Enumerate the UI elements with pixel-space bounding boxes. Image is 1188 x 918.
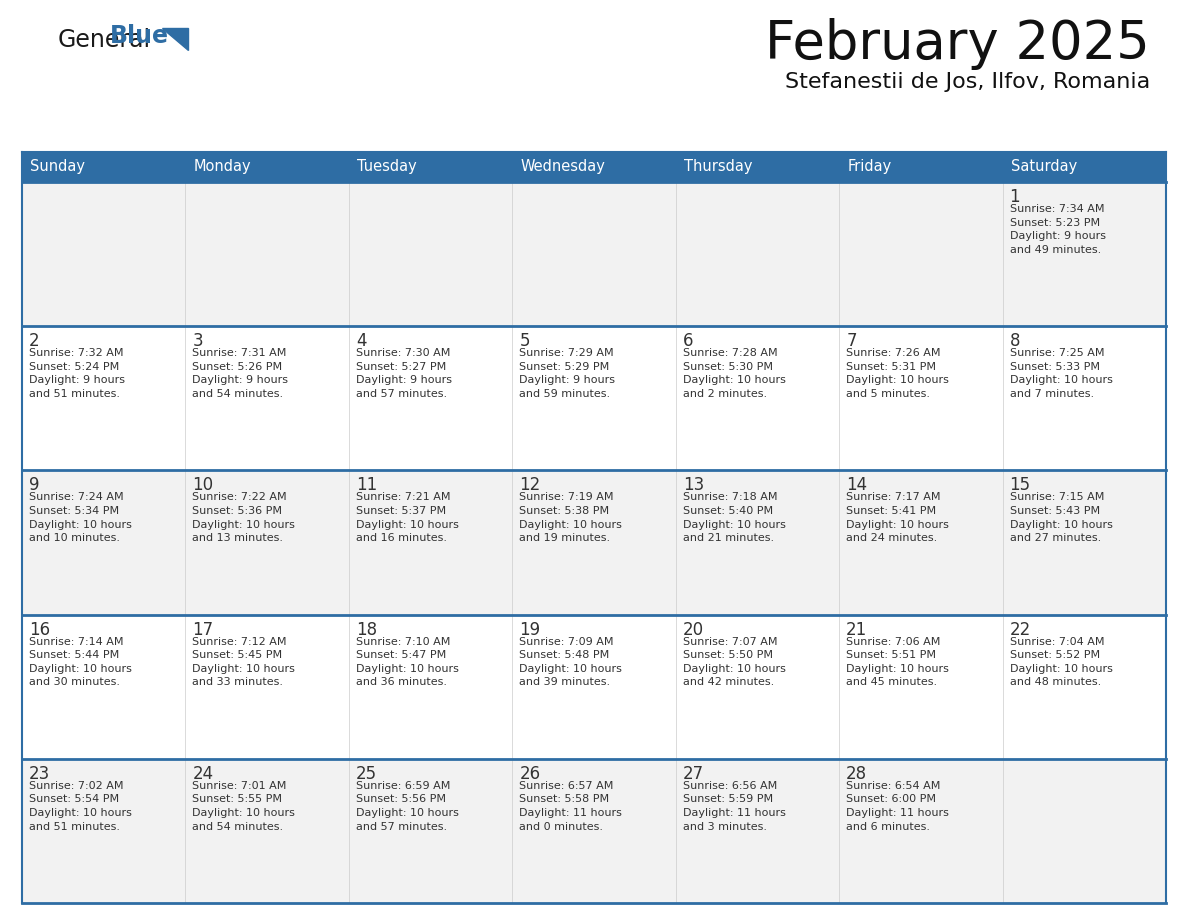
Text: 24: 24 (192, 765, 214, 783)
Text: Friday: Friday (847, 160, 891, 174)
Text: 22: 22 (1010, 621, 1031, 639)
Bar (23, 152, 185, 182)
Text: Sunrise: 7:06 AM
Sunset: 5:51 PM
Daylight: 10 hours
and 45 minutes.: Sunrise: 7:06 AM Sunset: 5:51 PM Dayligh… (846, 636, 949, 688)
Text: Thursday: Thursday (684, 160, 752, 174)
Text: Sunrise: 6:54 AM
Sunset: 6:00 PM
Daylight: 11 hours
and 6 minutes.: Sunrise: 6:54 AM Sunset: 6:00 PM Dayligh… (846, 781, 949, 832)
Text: Blue: Blue (110, 24, 169, 48)
Bar (185, 152, 349, 182)
Text: 1: 1 (1010, 188, 1020, 206)
Text: Wednesday: Wednesday (520, 160, 605, 174)
Text: 17: 17 (192, 621, 214, 639)
Bar (839, 152, 1003, 182)
Text: Sunday: Sunday (30, 160, 86, 174)
Text: Sunrise: 7:21 AM
Sunset: 5:37 PM
Daylight: 10 hours
and 16 minutes.: Sunrise: 7:21 AM Sunset: 5:37 PM Dayligh… (356, 492, 459, 543)
Text: Sunrise: 7:32 AM
Sunset: 5:24 PM
Daylight: 9 hours
and 51 minutes.: Sunrise: 7:32 AM Sunset: 5:24 PM Dayligh… (29, 348, 125, 399)
Bar (676, 152, 839, 182)
Text: Sunrise: 6:59 AM
Sunset: 5:56 PM
Daylight: 10 hours
and 57 minutes.: Sunrise: 6:59 AM Sunset: 5:56 PM Dayligh… (356, 781, 459, 832)
Text: Sunrise: 7:30 AM
Sunset: 5:27 PM
Daylight: 9 hours
and 57 minutes.: Sunrise: 7:30 AM Sunset: 5:27 PM Dayligh… (356, 348, 451, 399)
Text: Sunrise: 7:25 AM
Sunset: 5:33 PM
Daylight: 10 hours
and 7 minutes.: Sunrise: 7:25 AM Sunset: 5:33 PM Dayligh… (1010, 348, 1112, 399)
Text: Sunrise: 7:04 AM
Sunset: 5:52 PM
Daylight: 10 hours
and 48 minutes.: Sunrise: 7:04 AM Sunset: 5:52 PM Dayligh… (1010, 636, 1112, 688)
Text: 10: 10 (192, 476, 214, 495)
Text: Sunrise: 7:17 AM
Sunset: 5:41 PM
Daylight: 10 hours
and 24 minutes.: Sunrise: 7:17 AM Sunset: 5:41 PM Dayligh… (846, 492, 949, 543)
Text: Sunrise: 7:19 AM
Sunset: 5:38 PM
Daylight: 10 hours
and 19 minutes.: Sunrise: 7:19 AM Sunset: 5:38 PM Dayligh… (519, 492, 623, 543)
Text: Sunrise: 7:12 AM
Sunset: 5:45 PM
Daylight: 10 hours
and 33 minutes.: Sunrise: 7:12 AM Sunset: 5:45 PM Dayligh… (192, 636, 296, 688)
Text: 20: 20 (683, 621, 703, 639)
Text: Sunrise: 7:14 AM
Sunset: 5:44 PM
Daylight: 10 hours
and 30 minutes.: Sunrise: 7:14 AM Sunset: 5:44 PM Dayligh… (29, 636, 132, 688)
Text: Tuesday: Tuesday (356, 160, 417, 174)
Text: 3: 3 (192, 332, 203, 350)
Text: Sunrise: 7:15 AM
Sunset: 5:43 PM
Daylight: 10 hours
and 27 minutes.: Sunrise: 7:15 AM Sunset: 5:43 PM Dayligh… (1010, 492, 1112, 543)
Text: Monday: Monday (194, 160, 251, 174)
Text: 7: 7 (846, 332, 857, 350)
Bar (23, 182, 1165, 326)
Text: Sunrise: 7:09 AM
Sunset: 5:48 PM
Daylight: 10 hours
and 39 minutes.: Sunrise: 7:09 AM Sunset: 5:48 PM Dayligh… (519, 636, 623, 688)
Text: 19: 19 (519, 621, 541, 639)
Text: Sunrise: 7:07 AM
Sunset: 5:50 PM
Daylight: 10 hours
and 42 minutes.: Sunrise: 7:07 AM Sunset: 5:50 PM Dayligh… (683, 636, 785, 688)
Text: General: General (58, 28, 151, 52)
Text: Sunrise: 7:26 AM
Sunset: 5:31 PM
Daylight: 10 hours
and 5 minutes.: Sunrise: 7:26 AM Sunset: 5:31 PM Dayligh… (846, 348, 949, 399)
Text: 13: 13 (683, 476, 704, 495)
Bar (1003, 152, 1165, 182)
Bar (23, 470, 1165, 614)
Text: Stefanestii de Jos, Ilfov, Romania: Stefanestii de Jos, Ilfov, Romania (785, 72, 1150, 92)
Text: Sunrise: 7:02 AM
Sunset: 5:54 PM
Daylight: 10 hours
and 51 minutes.: Sunrise: 7:02 AM Sunset: 5:54 PM Dayligh… (29, 781, 132, 832)
Text: 14: 14 (846, 476, 867, 495)
Text: 12: 12 (519, 476, 541, 495)
Text: 15: 15 (1010, 476, 1031, 495)
Text: Sunrise: 7:01 AM
Sunset: 5:55 PM
Daylight: 10 hours
and 54 minutes.: Sunrise: 7:01 AM Sunset: 5:55 PM Dayligh… (192, 781, 296, 832)
Text: 23: 23 (29, 765, 50, 783)
Text: 8: 8 (1010, 332, 1020, 350)
Text: 28: 28 (846, 765, 867, 783)
Text: 2: 2 (29, 332, 39, 350)
Text: Sunrise: 7:24 AM
Sunset: 5:34 PM
Daylight: 10 hours
and 10 minutes.: Sunrise: 7:24 AM Sunset: 5:34 PM Dayligh… (29, 492, 132, 543)
Text: Sunrise: 7:22 AM
Sunset: 5:36 PM
Daylight: 10 hours
and 13 minutes.: Sunrise: 7:22 AM Sunset: 5:36 PM Dayligh… (192, 492, 296, 543)
Bar (349, 152, 512, 182)
Text: 27: 27 (683, 765, 703, 783)
Text: 9: 9 (29, 476, 39, 495)
Text: Sunrise: 7:18 AM
Sunset: 5:40 PM
Daylight: 10 hours
and 21 minutes.: Sunrise: 7:18 AM Sunset: 5:40 PM Dayligh… (683, 492, 785, 543)
Text: 11: 11 (356, 476, 377, 495)
Text: 25: 25 (356, 765, 377, 783)
Text: Saturday: Saturday (1011, 160, 1076, 174)
Text: 18: 18 (356, 621, 377, 639)
Text: Sunrise: 6:56 AM
Sunset: 5:59 PM
Daylight: 11 hours
and 3 minutes.: Sunrise: 6:56 AM Sunset: 5:59 PM Dayligh… (683, 781, 785, 832)
Polygon shape (162, 28, 188, 50)
Text: 21: 21 (846, 621, 867, 639)
Text: 5: 5 (519, 332, 530, 350)
Bar (23, 326, 1165, 470)
Text: Sunrise: 7:34 AM
Sunset: 5:23 PM
Daylight: 9 hours
and 49 minutes.: Sunrise: 7:34 AM Sunset: 5:23 PM Dayligh… (1010, 204, 1106, 255)
Text: Sunrise: 7:31 AM
Sunset: 5:26 PM
Daylight: 9 hours
and 54 minutes.: Sunrise: 7:31 AM Sunset: 5:26 PM Dayligh… (192, 348, 289, 399)
Text: Sunrise: 7:28 AM
Sunset: 5:30 PM
Daylight: 10 hours
and 2 minutes.: Sunrise: 7:28 AM Sunset: 5:30 PM Dayligh… (683, 348, 785, 399)
Bar (23, 614, 1165, 759)
Text: Sunrise: 7:29 AM
Sunset: 5:29 PM
Daylight: 9 hours
and 59 minutes.: Sunrise: 7:29 AM Sunset: 5:29 PM Dayligh… (519, 348, 615, 399)
Bar (512, 152, 676, 182)
Text: Sunrise: 6:57 AM
Sunset: 5:58 PM
Daylight: 11 hours
and 0 minutes.: Sunrise: 6:57 AM Sunset: 5:58 PM Dayligh… (519, 781, 623, 832)
Bar (23, 759, 1165, 903)
Text: February 2025: February 2025 (765, 18, 1150, 70)
Text: Sunrise: 7:10 AM
Sunset: 5:47 PM
Daylight: 10 hours
and 36 minutes.: Sunrise: 7:10 AM Sunset: 5:47 PM Dayligh… (356, 636, 459, 688)
Text: 4: 4 (356, 332, 366, 350)
Text: 16: 16 (29, 621, 50, 639)
Text: 26: 26 (519, 765, 541, 783)
Text: 6: 6 (683, 332, 694, 350)
